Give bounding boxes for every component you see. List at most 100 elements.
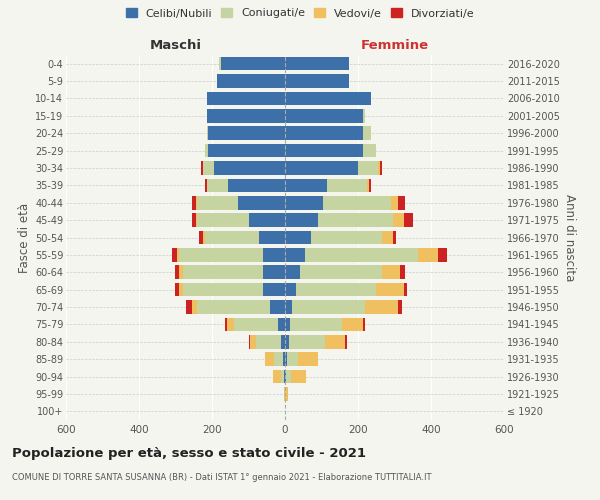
Bar (285, 318, 290, 331)
Bar (285, 144, 364, 158)
Bar (281, 335, 285, 348)
Bar (248, 214, 285, 227)
Bar (178, 248, 179, 262)
Bar (179, 248, 263, 262)
Bar (311, 230, 382, 244)
Bar (369, 178, 371, 192)
Bar (290, 318, 341, 331)
Bar (183, 266, 263, 279)
Bar (259, 230, 285, 244)
Bar (289, 335, 325, 348)
Y-axis label: Fasce di età: Fasce di età (17, 202, 31, 272)
Bar (285, 92, 371, 105)
Text: Popolazione per età, sesso e stato civile - 2021: Popolazione per età, sesso e stato civil… (12, 448, 366, 460)
Bar (382, 266, 400, 279)
Bar (285, 248, 305, 262)
Bar (286, 387, 287, 400)
Bar (400, 266, 406, 279)
Bar (238, 196, 285, 209)
Bar (205, 230, 259, 244)
Bar (305, 248, 418, 262)
Bar (208, 126, 285, 140)
Bar (197, 300, 271, 314)
Bar (323, 196, 391, 209)
Bar (364, 109, 365, 122)
Bar (392, 230, 397, 244)
Text: Maschi: Maschi (149, 38, 202, 52)
Bar (192, 196, 196, 209)
Bar (271, 300, 285, 314)
Bar (199, 230, 203, 244)
Bar (263, 248, 285, 262)
Bar (234, 318, 278, 331)
Bar (364, 126, 371, 140)
Bar (220, 57, 221, 70)
Bar (285, 161, 358, 175)
Bar (285, 214, 318, 227)
Bar (208, 144, 285, 158)
Bar (378, 161, 380, 175)
Bar (376, 283, 404, 296)
Bar (341, 318, 364, 331)
Legend: Celibi/Nubili, Coniugati/e, Vedovi/e, Divorziati/e: Celibi/Nubili, Coniugati/e, Vedovi/e, Di… (125, 8, 475, 18)
Bar (187, 300, 192, 314)
Bar (206, 178, 229, 192)
Bar (318, 214, 392, 227)
Bar (358, 161, 378, 175)
Bar (292, 300, 365, 314)
Bar (203, 230, 205, 244)
Bar (285, 126, 364, 140)
Bar (367, 178, 369, 192)
Bar (192, 214, 196, 227)
Bar (285, 266, 299, 279)
Bar (274, 352, 283, 366)
Bar (398, 300, 402, 314)
Bar (382, 230, 392, 244)
Bar (404, 214, 413, 227)
Bar (391, 196, 398, 209)
Bar (203, 161, 214, 175)
Bar (263, 283, 285, 296)
Bar (206, 126, 208, 140)
Bar (205, 178, 206, 192)
Bar (206, 92, 285, 105)
Bar (286, 370, 291, 384)
Bar (285, 370, 286, 384)
Bar (296, 283, 376, 296)
Bar (278, 318, 285, 331)
Bar (327, 178, 367, 192)
Bar (179, 266, 183, 279)
Bar (284, 370, 285, 384)
Bar (285, 335, 289, 348)
Bar (285, 109, 364, 122)
Bar (172, 248, 178, 262)
Text: COMUNE DI TORRE SANTA SUSANNA (BR) - Dati ISTAT 1° gennaio 2021 - Elaborazione T: COMUNE DI TORRE SANTA SUSANNA (BR) - Dat… (12, 472, 431, 482)
Bar (418, 248, 438, 262)
Bar (229, 178, 285, 192)
Bar (285, 178, 327, 192)
Bar (404, 283, 407, 296)
Bar (225, 318, 227, 331)
Text: Femmine: Femmine (361, 38, 428, 52)
Bar (283, 352, 285, 366)
Bar (365, 300, 398, 314)
Bar (221, 57, 285, 70)
Bar (285, 57, 349, 70)
Bar (196, 196, 197, 209)
Bar (197, 196, 238, 209)
Bar (265, 352, 274, 366)
Bar (248, 335, 250, 348)
Bar (398, 196, 406, 209)
Bar (205, 144, 208, 158)
Bar (201, 161, 203, 175)
Bar (281, 370, 284, 384)
Bar (197, 214, 248, 227)
Bar (285, 387, 286, 400)
Bar (256, 335, 281, 348)
Bar (285, 230, 311, 244)
Bar (285, 300, 292, 314)
Bar (364, 144, 376, 158)
Bar (285, 196, 323, 209)
Bar (392, 214, 404, 227)
Bar (438, 248, 448, 262)
